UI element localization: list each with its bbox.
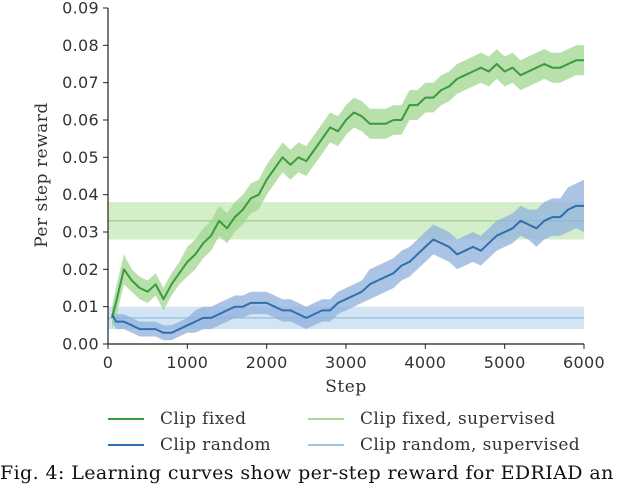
y-tick-label: 0.01	[62, 297, 99, 316]
y-tick-label: 0.05	[62, 148, 99, 167]
y-tick-label: 0.07	[62, 73, 99, 92]
clip-random-band	[112, 179, 584, 341]
y-tick-label: 0.06	[62, 111, 99, 130]
legend-label: Clip random	[160, 435, 272, 455]
axes: 0.00 0.01 0.02 0.03 0.04 0.05 0.06 0.07 0.08 0.09…	[62, 0, 605, 372]
x-tick-label: 6000	[563, 353, 605, 372]
y-axis-label: Per step reward	[32, 102, 52, 248]
clip-fixed-band	[112, 45, 584, 330]
legend: Clip fixed Clip fixed, supervised Clip r…	[108, 404, 608, 456]
y-tick-label: 0.09	[62, 0, 99, 18]
legend-label: Clip random, supervised	[360, 435, 581, 455]
plot-area	[108, 45, 584, 341]
y-tick-label: 0.02	[62, 260, 99, 279]
legend-label: Clip fixed	[160, 409, 247, 429]
y-tick-label: 0.03	[62, 223, 99, 242]
x-tick-label: 0	[103, 353, 113, 372]
x-tick-label: 2000	[246, 353, 288, 372]
figure-caption: Fig. 4: Learning curves show per-step re…	[0, 462, 614, 484]
x-tick-label: 1000	[166, 353, 208, 372]
y-tick-label: 0.04	[62, 185, 99, 204]
legend-swatch	[108, 418, 144, 420]
legend-item-clip-fixed: Clip fixed	[108, 407, 246, 431]
legend-swatch	[308, 418, 344, 420]
legend-swatch	[308, 444, 344, 446]
learning-curve-chart: 0.00 0.01 0.02 0.03 0.04 0.05 0.06 0.07 0.08 0.09…	[32, 0, 605, 397]
legend-item-clip-random-supervised: Clip random, supervised	[308, 433, 580, 457]
y-tick-label: 0.08	[62, 36, 99, 55]
legend-item-clip-random: Clip random	[108, 433, 271, 457]
clip-random-line	[111, 204, 584, 334]
x-tick-label: 3000	[325, 353, 367, 372]
legend-item-clip-fixed-supervised: Clip fixed, supervised	[308, 407, 556, 431]
clip-fixed-line	[111, 59, 584, 319]
x-tick-label: 5000	[484, 353, 526, 372]
x-tick-label: 4000	[404, 353, 446, 372]
legend-label: Clip fixed, supervised	[360, 409, 556, 429]
x-axis-label: Step	[325, 377, 366, 397]
legend-swatch	[108, 444, 144, 446]
y-tick-label: 0.00	[62, 335, 99, 354]
